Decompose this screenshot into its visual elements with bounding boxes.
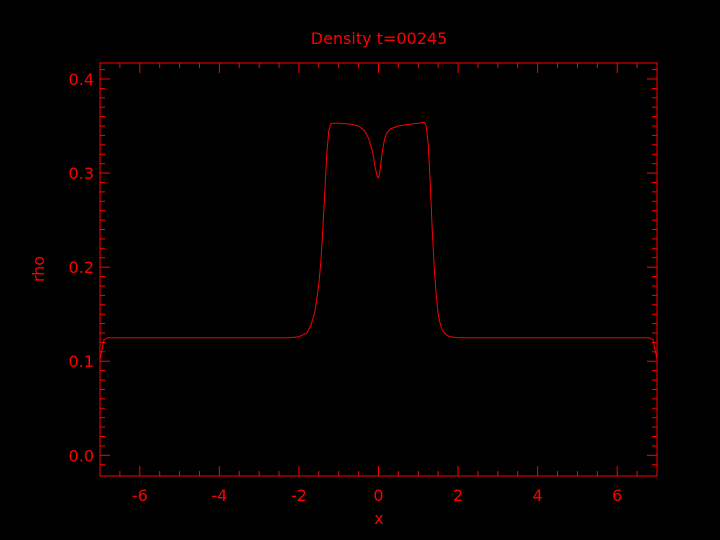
x-tick-label: -4: [211, 486, 227, 505]
y-axis-label: rho: [29, 256, 48, 282]
plot-frame: [99, 62, 658, 477]
y-tick-label: 0.4: [69, 70, 94, 89]
x-axis-ticks: [99, 63, 658, 476]
y-tick-label: 0.2: [69, 258, 94, 277]
x-tick-label: 0: [373, 486, 383, 505]
x-tick-label: -2: [291, 486, 307, 505]
x-tick-label: -6: [132, 486, 148, 505]
y-axis-tick-labels: 0.0 0.1 0.2 0.3 0.4: [69, 70, 94, 465]
chart-title: Density t=00245: [311, 29, 448, 48]
x-tick-label: 4: [533, 486, 543, 505]
x-tick-label: 2: [453, 486, 463, 505]
density-series-line: [99, 121, 658, 360]
y-axis-ticks: [100, 69, 657, 466]
y-tick-label: 0.1: [69, 352, 94, 371]
x-axis-label: x: [374, 509, 383, 528]
x-tick-label: 6: [612, 486, 622, 505]
x-axis-tick-labels: -6 -4 -2 0 2 4 6: [132, 486, 622, 505]
y-tick-label: 0.0: [69, 446, 94, 465]
y-tick-label: 0.3: [69, 164, 94, 183]
